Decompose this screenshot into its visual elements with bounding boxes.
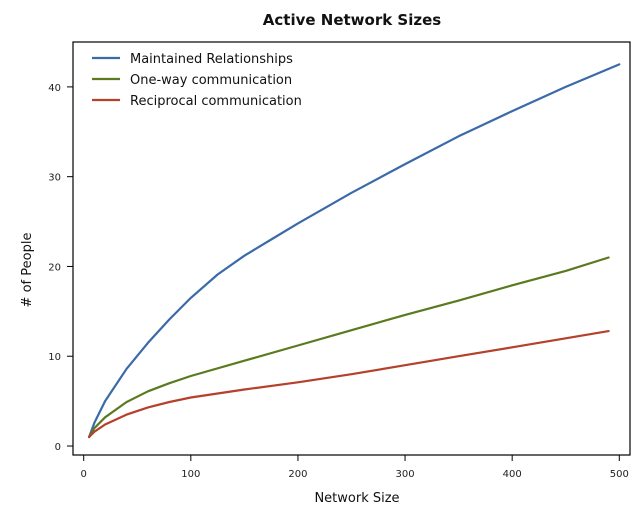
series-lines xyxy=(87,63,621,439)
x-tick-label: 200 xyxy=(288,469,307,480)
x-tick-label: 500 xyxy=(610,469,629,480)
series-line-2 xyxy=(87,330,610,439)
legend-label-2: Reciprocal communication xyxy=(130,94,302,109)
x-axis-label: Network Size xyxy=(314,491,399,506)
y-tick-label: 30 xyxy=(48,173,61,184)
y-tick-label: 10 xyxy=(48,352,61,363)
y-tick-label: 20 xyxy=(48,262,61,273)
x-axis: 0 100 200 300 400 500 xyxy=(81,455,629,480)
y-tick-label: 0 xyxy=(55,442,61,453)
x-tick-label: 100 xyxy=(181,469,200,480)
legend-label-0: Maintained Relationships xyxy=(130,52,293,67)
y-axis: 0 10 20 30 40 xyxy=(48,83,73,453)
y-tick-label: 40 xyxy=(48,83,61,94)
x-tick-label: 0 xyxy=(81,469,87,480)
x-tick-label: 300 xyxy=(396,469,415,480)
legend-label-1: One-way communication xyxy=(130,73,292,88)
legend: Maintained Relationships One-way communic… xyxy=(92,52,302,109)
x-tick-label: 400 xyxy=(503,469,522,480)
chart-title: Active Network Sizes xyxy=(263,11,441,29)
y-axis-label: # of People xyxy=(20,233,35,308)
plot-frame xyxy=(72,41,631,456)
series-line-0 xyxy=(87,63,621,439)
series-line-1 xyxy=(87,256,610,439)
